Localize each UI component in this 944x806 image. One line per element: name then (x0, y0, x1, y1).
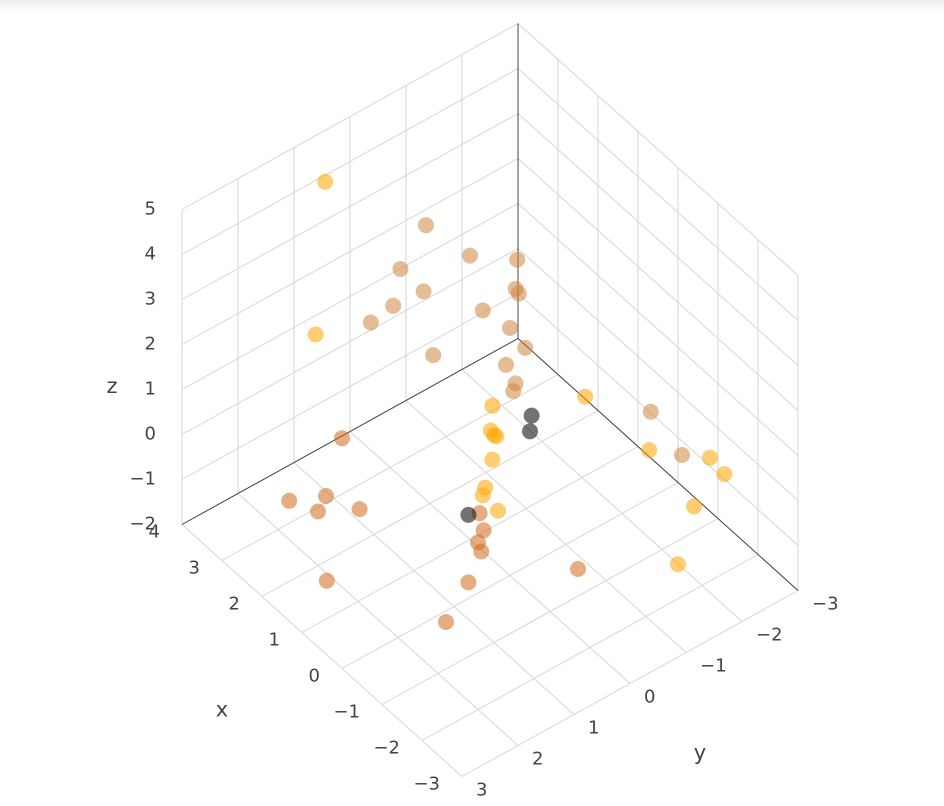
axis-edge (517, 338, 799, 591)
data-point (473, 543, 490, 560)
grid-line (181, 68, 519, 255)
z-tick-label: 0 (145, 424, 156, 445)
data-point (362, 314, 379, 331)
x-axis-title: x (216, 698, 228, 722)
data-point (351, 501, 368, 518)
data-point (334, 430, 350, 447)
data-point (488, 428, 505, 445)
z-tick-label: 5 (145, 199, 156, 220)
z-axis-title: z (106, 374, 117, 398)
grid-line (461, 369, 743, 622)
x-tick-label: −2 (373, 738, 400, 759)
y-tick-label: 0 (644, 687, 655, 708)
data-point (523, 407, 540, 424)
top-bar (0, 0, 944, 12)
x-tick-label: 2 (229, 594, 240, 615)
x-tick-label: 1 (269, 630, 280, 651)
data-point (307, 326, 324, 343)
data-point (510, 285, 527, 302)
data-point (570, 561, 586, 577)
y-tick-label: 2 (532, 749, 543, 770)
data-point (460, 574, 477, 591)
data-point (702, 449, 718, 466)
grid-line (517, 158, 799, 411)
grid-line (181, 293, 519, 480)
grid-line (349, 431, 631, 684)
grid-line (517, 113, 799, 366)
data-point (385, 297, 402, 314)
grid-line (517, 248, 799, 501)
data-point (502, 320, 518, 336)
grid-line (293, 462, 575, 715)
data-point (310, 503, 326, 520)
y-tick-label: −2 (756, 625, 783, 646)
grid-line (181, 203, 519, 390)
axis-edge (181, 338, 519, 525)
data-point (641, 442, 658, 459)
data-point (517, 339, 534, 356)
y-axis-title: y (694, 741, 706, 765)
x-tick-label: 3 (189, 558, 200, 579)
data-point (509, 251, 526, 268)
data-point (484, 397, 501, 414)
x-tick-label: 0 (309, 666, 320, 687)
grid-line (517, 293, 799, 546)
z-tick-label: 3 (145, 289, 156, 310)
data-point (716, 466, 733, 483)
z-tick-label: 2 (145, 334, 156, 355)
data-point (686, 498, 702, 515)
y-tick-label: 1 (588, 718, 599, 739)
data-point (418, 217, 434, 234)
grid-line (181, 524, 463, 777)
data-point (505, 383, 522, 400)
grid-line (405, 400, 687, 653)
y-tick-label: −3 (812, 594, 839, 615)
x-tick-label: −1 (333, 702, 360, 723)
data-point (425, 347, 442, 364)
data-point (474, 487, 491, 504)
data-point (577, 388, 594, 405)
data-point (484, 451, 501, 468)
data-point (642, 403, 659, 420)
data-point (281, 492, 298, 509)
y-tick-label: 3 (476, 780, 487, 801)
data-point (490, 502, 506, 519)
y-tick-label: −1 (700, 656, 727, 677)
data-point (674, 447, 690, 463)
data-point (522, 423, 538, 440)
data-point (415, 283, 432, 300)
data-point (460, 506, 477, 523)
grid-line (517, 23, 799, 276)
data-point (462, 247, 478, 264)
data-point (318, 572, 335, 589)
z-tick-label: 4 (145, 244, 156, 265)
data-point (498, 356, 514, 373)
data-point (318, 488, 334, 504)
grid-line (181, 113, 519, 300)
z-tick-label: −2 (129, 514, 156, 535)
grid-line (181, 158, 519, 345)
grid-line (517, 203, 799, 456)
x-tick-label: 4 (149, 522, 160, 543)
data-point (392, 261, 409, 277)
grid-line (237, 493, 519, 746)
grid-line (517, 68, 799, 321)
x-tick-label: −3 (413, 774, 440, 795)
z-tick-label: −1 (129, 469, 156, 490)
data-point (317, 173, 334, 190)
grid-line (181, 23, 519, 210)
data-point (670, 556, 686, 573)
z-tick-label: 1 (145, 379, 156, 400)
data-point (474, 302, 491, 319)
data-point (475, 522, 492, 539)
grid-line (181, 248, 519, 435)
data-point (438, 614, 454, 630)
